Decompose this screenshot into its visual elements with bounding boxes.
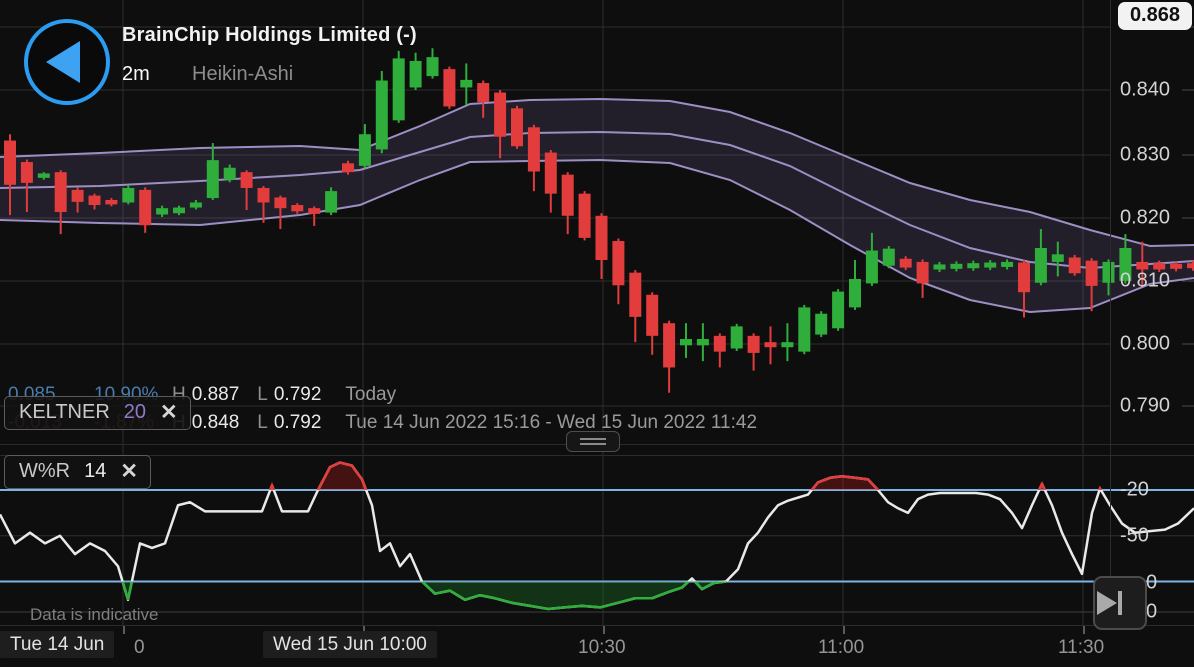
- price-tick-0790: 0.790: [1120, 394, 1171, 417]
- price-tick-0820: 0.820: [1120, 206, 1171, 229]
- keltner-indicator-badge[interactable]: KELTNER 20 ✕: [4, 396, 191, 430]
- back-arrow-icon: [46, 41, 80, 83]
- time-tick-1100: 11:00: [818, 637, 865, 658]
- williams-r-panel[interactable]: [0, 455, 1194, 625]
- time-axis-tick: [363, 626, 365, 634]
- wr-panel-border: [0, 455, 1194, 456]
- wr-tick-m50: -50: [1120, 524, 1149, 547]
- wpr-indicator-badge[interactable]: W%R 14 ✕: [4, 455, 151, 489]
- panel-resize-handle[interactable]: [566, 431, 620, 452]
- instrument-title: BrainChip Holdings Limited (-): [122, 24, 417, 46]
- time-axis-tick: [1083, 626, 1085, 634]
- price-tick-0830: 0.830: [1120, 143, 1171, 166]
- timeframe-selector[interactable]: 2m: [122, 63, 150, 85]
- low-value: 0.792: [273, 412, 322, 433]
- wpr-close-icon[interactable]: ✕: [120, 460, 138, 483]
- high-value: 0.887: [191, 384, 240, 405]
- period-range-label: Tue 14 Jun 2022 15:16 - Wed 15 Jun 2022 …: [345, 412, 758, 433]
- keltner-name: KELTNER: [19, 401, 110, 423]
- wr-tick-m20: -20: [1120, 478, 1149, 501]
- wpr-name: W%R: [19, 460, 71, 482]
- price-tick-0810: 0.810: [1120, 269, 1171, 292]
- low-value: 0.792: [273, 384, 322, 405]
- price-axis-border: [1110, 0, 1111, 625]
- price-tick-0800: 0.800: [1120, 332, 1171, 355]
- wr-tick-m100-partial: 0: [1146, 600, 1158, 623]
- session-label-tue: Tue 14 Jun: [0, 631, 115, 658]
- wpr-period: 14: [84, 460, 107, 482]
- period-label: Today: [345, 384, 397, 405]
- skip-forward-icon: [1097, 591, 1122, 615]
- price-tick-0840: 0.840: [1120, 78, 1171, 101]
- current-price-label: 0.868: [1117, 2, 1192, 30]
- time-tick-1030: 10:30: [578, 637, 626, 658]
- legend-row-today: 0.085 10.90% H 0.887 L 0.792 Today: [8, 384, 396, 406]
- time-axis-tick: [123, 626, 125, 634]
- high-value: 0.848: [191, 412, 240, 433]
- time-axis-border: [0, 625, 1194, 626]
- skip-to-latest-button[interactable]: [1093, 576, 1147, 630]
- time-tick-partial: 0: [134, 637, 145, 658]
- session-label-wed: Wed 15 Jun 10:00: [263, 631, 437, 658]
- data-indicative-note: Data is indicative: [30, 605, 159, 624]
- low-label: L: [257, 384, 268, 405]
- chart-type-label[interactable]: Heikin-Ashi: [192, 63, 294, 85]
- time-axis-tick: [843, 626, 845, 634]
- keltner-period: 20: [123, 401, 147, 423]
- time-axis-tick: [603, 626, 605, 634]
- back-button[interactable]: [24, 19, 110, 105]
- low-label: L: [257, 412, 268, 433]
- keltner-close-icon[interactable]: ✕: [160, 401, 178, 424]
- time-tick-1130: 11:30: [1058, 637, 1105, 658]
- main-price-chart[interactable]: [0, 0, 1194, 455]
- wr-tick-m80-partial: 0: [1146, 571, 1158, 594]
